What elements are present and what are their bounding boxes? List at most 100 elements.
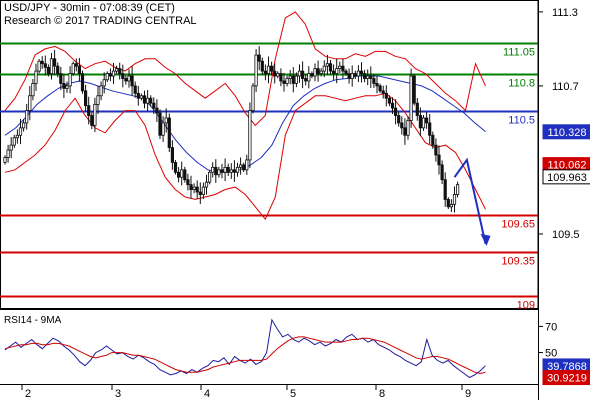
candle-body [251, 85, 255, 111]
candle-body [452, 194, 457, 205]
candle-body [344, 70, 348, 74]
candle-body [121, 73, 125, 79]
main-plot-frame [0, 0, 539, 309]
chart-copyright: Research © 2017 TRADING CENTRAL [4, 15, 197, 27]
candle-body [257, 54, 261, 62]
candle-body [449, 203, 454, 208]
price-tick-label: 111.3 [552, 7, 578, 19]
candle-body [118, 68, 122, 74]
candle-body [12, 137, 16, 146]
day-tick-label: 5 [290, 388, 296, 400]
candle-body [341, 65, 345, 72]
price-tag-label: 109.963 [547, 172, 587, 184]
candle-body [294, 75, 299, 84]
bollinger-upper-line [4, 11, 486, 127]
candle-body [418, 115, 423, 129]
candle-body [115, 68, 119, 72]
candle-body [335, 68, 339, 74]
candle-body [167, 117, 171, 148]
candle-body [40, 60, 44, 65]
candle-body [316, 68, 320, 74]
day-tick-label: 2 [25, 388, 31, 400]
candle-body [434, 144, 438, 156]
candle-body [440, 164, 444, 181]
level-label: 109 [517, 300, 535, 312]
candle-body [428, 122, 432, 136]
candle-body [195, 186, 199, 193]
candle-body [204, 181, 209, 188]
candle-body [18, 127, 23, 136]
candle-body [149, 97, 153, 104]
candle-body [183, 169, 187, 181]
day-tick-label: 8 [379, 388, 385, 400]
candle-body [71, 63, 75, 74]
candle-body [192, 186, 196, 190]
candle-body [362, 73, 367, 79]
candle-body [338, 65, 342, 70]
candle-body [186, 179, 190, 186]
candle-body [142, 95, 147, 104]
candle-body [232, 169, 236, 173]
candle-body [77, 65, 81, 74]
candle-body [21, 122, 26, 129]
candle-body [310, 73, 314, 77]
candle-body [400, 122, 404, 129]
candle-body [220, 169, 224, 173]
candle-body [403, 127, 407, 136]
candle-body [366, 75, 370, 79]
candle-body [198, 191, 202, 195]
rsi-value-tag-label: 39.7868 [547, 361, 587, 373]
candle-body [304, 78, 308, 82]
candle-body [282, 80, 286, 84]
candle-body [133, 85, 137, 94]
candle-body [108, 73, 112, 77]
candle-body [43, 63, 47, 68]
level-label: 111.05 [503, 47, 535, 59]
candle-body [285, 78, 289, 84]
candle-body [319, 70, 323, 74]
rsi-value-tag-box [542, 370, 590, 386]
candle-body [387, 97, 392, 104]
candle-body [397, 115, 401, 124]
candle-body [331, 70, 336, 74]
candle-body [56, 65, 60, 74]
candle-body [390, 102, 395, 109]
candle-body [446, 199, 450, 208]
candle-body [384, 92, 388, 99]
candle-body [328, 63, 333, 72]
candle-body [421, 117, 426, 129]
candle-body [28, 95, 32, 111]
candle-body [369, 75, 373, 79]
price-tag-box [542, 169, 590, 185]
candle-body [207, 171, 212, 183]
candle-body [180, 169, 184, 178]
candle-body [68, 73, 72, 87]
candle-body [375, 83, 379, 87]
candle-body [273, 70, 277, 77]
price-tick-label: 110.7 [552, 81, 579, 93]
candle-body [59, 73, 63, 84]
candle-body [381, 90, 385, 94]
candle-body [62, 83, 66, 89]
candle-body [229, 169, 233, 173]
candle-body [350, 73, 354, 79]
day-tick-label: 3 [115, 388, 121, 400]
level-label: 109.35 [501, 256, 535, 268]
candle-body [102, 79, 106, 87]
candle-body [80, 73, 85, 92]
candle-body [235, 166, 240, 173]
candle-body [155, 107, 159, 114]
price-tag-label: 110.062 [548, 160, 587, 172]
candle-body [226, 166, 230, 173]
candle-body [279, 73, 283, 82]
level-label: 110.5 [508, 115, 535, 127]
candle-body [217, 169, 221, 176]
price-tag-box [542, 124, 590, 140]
candle-body [173, 162, 178, 173]
candle-body [93, 104, 97, 126]
candle-body [127, 75, 131, 82]
candle-body [87, 105, 91, 116]
candle-body [74, 63, 78, 67]
candle-body [46, 66, 51, 74]
